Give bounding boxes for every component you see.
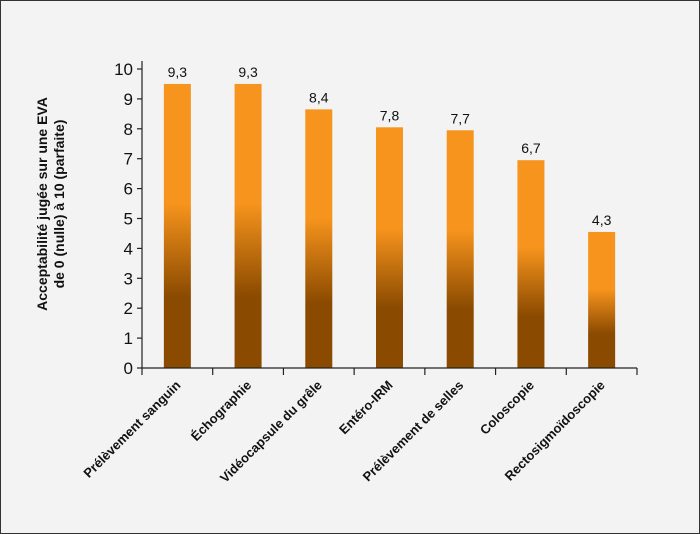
bar-value-label: 9,3 xyxy=(238,64,258,80)
bar xyxy=(305,109,333,369)
y-tick-label: 1 xyxy=(124,329,133,348)
x-category-label: Entéro-IRM xyxy=(336,378,396,438)
y-axis: 0 1 2 3 4 5 6 7 8 9 10 xyxy=(114,60,143,378)
bar-value-label: 6,7 xyxy=(521,140,541,156)
y-tick-label: 3 xyxy=(124,269,133,288)
bar xyxy=(376,127,403,369)
bar-value-label: 7,8 xyxy=(380,107,400,123)
y-tick-label: 6 xyxy=(124,180,133,199)
bar-value-label: 8,4 xyxy=(309,89,329,105)
y-tick-label: 10 xyxy=(114,60,133,79)
x-category-label: Prélèvement sanguin xyxy=(80,377,183,480)
bar xyxy=(588,231,616,368)
x-axis: Prélèvement sanguin ÉchographieVidéocapsu… xyxy=(80,367,638,486)
y-tick-label: 2 xyxy=(124,299,133,318)
y-tick-label: 9 xyxy=(124,90,133,109)
y-tick-label: 5 xyxy=(124,210,133,229)
x-category-label: Échographie xyxy=(188,378,254,444)
x-category-label: Coloscopie xyxy=(477,378,537,438)
bar xyxy=(163,83,191,368)
bar xyxy=(234,83,262,368)
y-tick-label: 8 xyxy=(124,120,133,139)
bar xyxy=(517,160,545,368)
y-tick-label: 0 xyxy=(124,359,133,378)
y-tick-label: 7 xyxy=(124,150,133,169)
y-tick-label: 4 xyxy=(124,239,133,258)
bar-value-label: 9,3 xyxy=(168,64,188,80)
bars-group: 9,3 9,3 8,4 7,8 7,7 6,7 4,3 xyxy=(163,64,616,369)
bar xyxy=(446,130,474,368)
bar-value-label: 4,3 xyxy=(592,212,612,228)
bar-value-label: 7,7 xyxy=(450,110,470,126)
